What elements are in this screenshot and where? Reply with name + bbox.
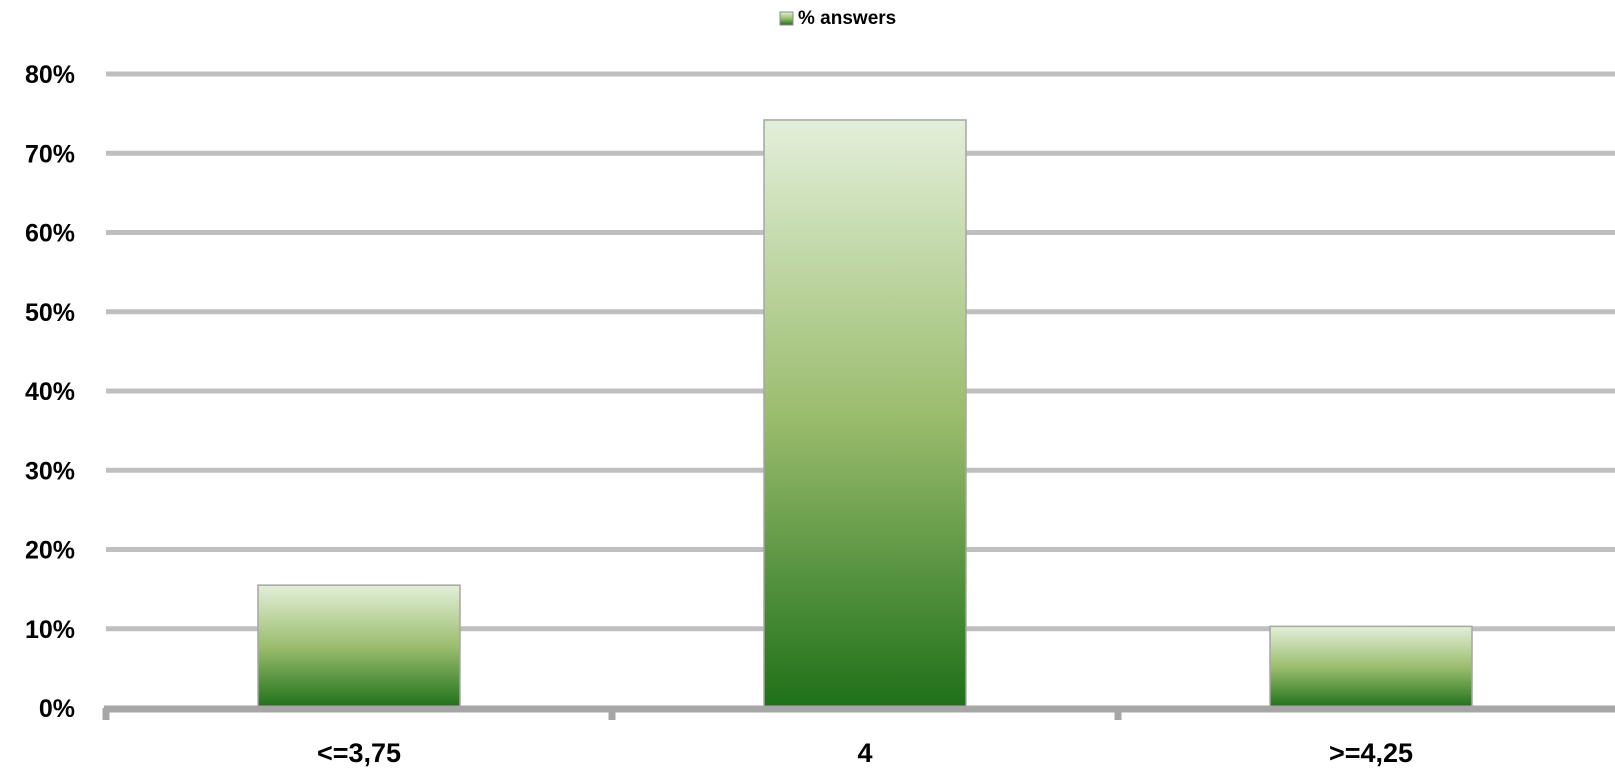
bar (1269, 625, 1473, 709)
x-axis-tick-labels: <=3,75 4 >=4,25 (317, 738, 1413, 768)
y-tick-label: 70% (25, 140, 75, 168)
y-tick-label: 10% (25, 616, 75, 644)
y-tick-label: 50% (25, 299, 75, 327)
y-axis-tick-labels: 0% 10% 20% 30% 40% 50% 60% 70% 80% (25, 61, 75, 723)
x-tick-label: >=4,25 (1329, 738, 1413, 768)
y-tick-label: 30% (25, 457, 75, 485)
legend-swatch (779, 11, 794, 26)
legend-label: % answers (798, 8, 896, 29)
y-tick-label: 60% (25, 220, 75, 248)
x-axis (102, 705, 1615, 720)
bars (257, 119, 1473, 709)
x-tick-label: 4 (857, 738, 872, 768)
x-tick-label: <=3,75 (317, 738, 401, 768)
y-tick-label: 0% (39, 695, 75, 723)
bar (763, 119, 967, 709)
y-tick-label: 80% (25, 61, 75, 89)
y-tick-label: 40% (25, 378, 75, 406)
legend: % answers (779, 8, 896, 29)
y-tick-label: 20% (25, 537, 75, 565)
bar (257, 584, 461, 709)
